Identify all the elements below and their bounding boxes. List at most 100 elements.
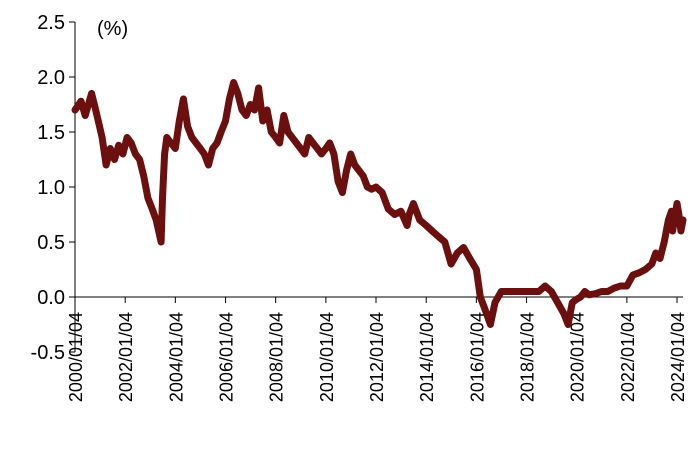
data-point [184, 123, 191, 130]
x-tick-label: 2004/01/04 [166, 312, 186, 402]
data-point [343, 167, 350, 174]
data-point [577, 293, 584, 301]
data-point [176, 117, 183, 125]
data-point [610, 285, 618, 292]
x-tick-label: 2022/01/04 [618, 312, 638, 402]
data-point [326, 139, 333, 147]
data-point [201, 150, 208, 158]
data-point [598, 288, 605, 295]
data-point [360, 172, 367, 180]
data-point [263, 106, 271, 114]
data-point [159, 194, 166, 202]
data-point [284, 128, 292, 136]
data-point [77, 98, 85, 105]
data-point [406, 211, 413, 218]
data-point [217, 128, 225, 136]
data-point [498, 288, 505, 295]
data-point [378, 189, 386, 196]
data-point [172, 145, 179, 152]
data-point [238, 106, 246, 114]
data-point [305, 134, 312, 141]
data-point [205, 161, 212, 169]
data-point [460, 244, 467, 251]
data-point [192, 139, 200, 147]
x-tick-label: 2010/01/04 [317, 312, 337, 402]
data-point [487, 321, 494, 328]
y-tick-label: 2.5 [37, 12, 65, 34]
x-tick-label: 2008/01/04 [267, 312, 287, 402]
data-point [529, 288, 536, 295]
data-point [454, 249, 461, 257]
data-point [153, 216, 160, 224]
data-point [280, 112, 287, 119]
data-point [569, 299, 576, 306]
data-point [648, 260, 655, 268]
data-point [163, 134, 170, 141]
data-point [128, 139, 135, 147]
data-point [82, 112, 89, 119]
data-point [136, 156, 143, 163]
data-point [668, 208, 675, 215]
data-point [132, 150, 139, 158]
data-point [447, 260, 455, 268]
data-point [268, 128, 275, 136]
y-tick-label: -0.5 [31, 342, 65, 364]
x-tick-label: 2014/01/04 [417, 312, 437, 402]
data-point [677, 227, 685, 235]
data-point [679, 216, 687, 224]
data-point [92, 106, 99, 114]
data-point [372, 183, 380, 191]
data-point [102, 161, 110, 169]
data-point [673, 200, 681, 207]
y-tick-label: 0.0 [37, 287, 65, 309]
data-point [297, 145, 304, 152]
data-point [180, 95, 187, 103]
data-point [144, 194, 152, 202]
data-point [385, 205, 392, 213]
data-point [149, 205, 156, 213]
data-point [115, 142, 122, 149]
data-point [167, 139, 175, 147]
data-point [355, 167, 363, 174]
data-point [272, 134, 279, 141]
data-point [617, 282, 624, 290]
data-point [504, 288, 511, 295]
data-point [98, 134, 106, 141]
data-point [301, 150, 308, 158]
unit-label: (%) [97, 18, 128, 40]
data-point [107, 145, 114, 152]
data-point [347, 150, 354, 158]
data-point [564, 321, 572, 328]
data-point [604, 288, 611, 295]
data-point [541, 282, 549, 290]
data-point [441, 238, 448, 246]
data-point [318, 150, 325, 158]
data-point [535, 288, 542, 295]
data-point [161, 150, 168, 158]
data-point [403, 222, 411, 229]
data-point [466, 255, 473, 262]
data-point [234, 90, 241, 97]
x-tick-label: 2012/01/04 [367, 312, 387, 402]
data-point [548, 288, 555, 295]
data-point [119, 150, 127, 158]
data-point [71, 106, 79, 114]
data-point [188, 134, 196, 141]
y-tick-label: 2.0 [37, 67, 65, 89]
data-point [652, 249, 659, 257]
series-layer [71, 79, 687, 328]
data-point [397, 208, 405, 215]
data-point [251, 106, 258, 114]
data-point [642, 266, 649, 273]
data-point [140, 172, 147, 180]
data-point [259, 117, 266, 125]
data-point [255, 84, 262, 92]
x-tick-label: 2006/01/04 [217, 312, 237, 402]
x-axis: 2000/01/04 2002/01/04 2004/01/04 2006/01/04… [66, 296, 688, 402]
data-point [391, 211, 398, 218]
data-point [635, 269, 643, 276]
data-point [423, 222, 430, 229]
data-point [516, 288, 524, 295]
data-point [585, 291, 593, 298]
